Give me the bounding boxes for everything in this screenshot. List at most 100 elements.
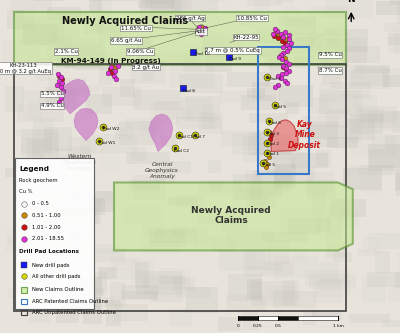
Bar: [392, 111, 400, 133]
Bar: [376, 1, 400, 15]
Bar: [351, 66, 388, 86]
Bar: [44, 127, 72, 151]
Bar: [108, 52, 131, 67]
Bar: [168, 108, 194, 120]
Bar: [319, 262, 339, 283]
Bar: [327, 30, 340, 46]
Bar: [26, 205, 58, 228]
Point: [283, 59, 289, 64]
Bar: [14, 218, 36, 232]
Bar: [312, 280, 351, 297]
Bar: [262, 232, 308, 242]
Text: Pad 5: Pad 5: [274, 105, 286, 109]
Bar: [394, 29, 400, 54]
Bar: [275, 164, 296, 187]
Bar: [66, 191, 112, 203]
Bar: [78, 85, 100, 93]
Bar: [362, 277, 386, 303]
Bar: [295, 37, 314, 46]
Text: Drill Pad Locations: Drill Pad Locations: [19, 249, 79, 254]
Bar: [359, 165, 395, 175]
Bar: [115, 129, 128, 136]
Bar: [347, 119, 375, 140]
Bar: [150, 0, 188, 16]
Bar: [156, 229, 197, 243]
Bar: [258, 260, 295, 275]
Text: All other drill pads: All other drill pads: [32, 274, 80, 279]
Bar: [218, 317, 242, 331]
Bar: [72, 244, 119, 254]
Bar: [69, 169, 96, 188]
Text: Pad 5: Pad 5: [263, 163, 275, 167]
Text: Pad 7: Pad 7: [193, 135, 205, 139]
Text: 6.65 g/t Au: 6.65 g/t Au: [111, 38, 141, 43]
Text: 0.5: 0.5: [274, 324, 282, 328]
Bar: [99, 67, 113, 85]
Text: 3.2 g/t Au: 3.2 g/t Au: [132, 65, 160, 70]
Bar: [333, 252, 352, 262]
Bar: [396, 173, 400, 195]
Point: [282, 40, 288, 45]
Bar: [102, 88, 141, 106]
Text: Kay
Mine
Deposit: Kay Mine Deposit: [288, 120, 321, 150]
Bar: [124, 118, 162, 130]
Bar: [173, 277, 195, 290]
Bar: [247, 0, 282, 6]
Bar: [136, 37, 151, 62]
Bar: [248, 133, 292, 156]
Point: [270, 31, 276, 37]
Bar: [64, 44, 106, 61]
Bar: [360, 174, 382, 192]
Bar: [4, 168, 18, 177]
Bar: [226, 295, 266, 311]
Bar: [56, 38, 103, 55]
Bar: [220, 92, 255, 103]
Bar: [297, 177, 322, 191]
Bar: [160, 136, 178, 147]
Bar: [62, 229, 94, 250]
Bar: [383, 75, 400, 87]
Point: [279, 71, 285, 77]
Bar: [228, 274, 262, 301]
Point: [272, 27, 278, 32]
Bar: [130, 61, 166, 85]
Bar: [141, 242, 182, 254]
Point: [275, 82, 281, 88]
Point: [198, 31, 204, 37]
Bar: [388, 286, 400, 302]
Bar: [267, 240, 290, 265]
Bar: [326, 241, 346, 258]
Point: [200, 28, 206, 33]
Text: 0.25: 0.25: [253, 324, 263, 328]
Bar: [60, 209, 98, 225]
Bar: [264, 263, 283, 271]
Bar: [357, 106, 398, 123]
Bar: [150, 294, 183, 302]
Bar: [308, 7, 350, 18]
Bar: [206, 213, 247, 225]
Bar: [94, 134, 137, 153]
Point: [275, 73, 281, 79]
Bar: [242, 310, 258, 330]
Text: 9.5% Cu: 9.5% Cu: [318, 52, 342, 58]
Bar: [314, 279, 342, 303]
Bar: [246, 248, 271, 270]
Bar: [18, 215, 64, 239]
Bar: [213, 238, 235, 252]
Bar: [32, 132, 59, 158]
Bar: [308, 33, 348, 52]
Text: Newly Acquired Claims: Newly Acquired Claims: [62, 16, 188, 26]
Point: [202, 26, 208, 31]
Bar: [91, 0, 138, 1]
Bar: [21, 310, 27, 315]
Bar: [260, 50, 280, 57]
Bar: [323, 26, 346, 35]
Bar: [72, 89, 91, 106]
Point: [272, 85, 278, 90]
Text: 10.85% Cu: 10.85% Cu: [237, 16, 267, 21]
Bar: [241, 95, 276, 111]
Point: [283, 66, 289, 71]
Text: 2.1% Cu: 2.1% Cu: [54, 49, 78, 54]
Bar: [340, 210, 358, 227]
Bar: [222, 216, 248, 231]
